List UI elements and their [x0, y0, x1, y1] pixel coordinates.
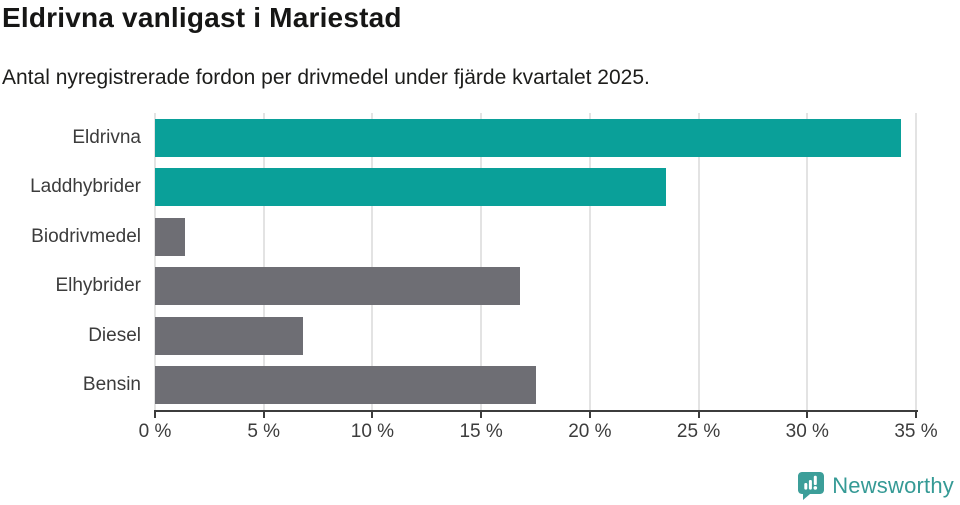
axis-tick: [480, 412, 483, 418]
category-label: Bensin: [82, 374, 141, 396]
newsworthy-logo-text: Newsworthy: [832, 473, 954, 498]
gridline: [262, 113, 265, 410]
axis-tick-label: 5 %: [247, 421, 281, 442]
axis-tick: [262, 412, 265, 418]
axis-tick: [806, 412, 809, 418]
category-label: Eldrivna: [72, 126, 141, 148]
newsworthy-logo: Newsworthy: [797, 471, 954, 501]
category-label: Laddhybrider: [30, 176, 141, 198]
gridline: [806, 113, 809, 410]
axis-tick-label: 15 %: [459, 421, 503, 442]
axis-tick: [371, 412, 374, 418]
bar-eldrivna: [155, 118, 901, 157]
chart-title: Eldrivna vanligast i Mariestad: [2, 2, 402, 33]
gridline: [697, 113, 700, 410]
gridline: [480, 113, 483, 410]
x-axis-line: [154, 410, 918, 412]
bar-bensin: [155, 366, 536, 405]
axis-tick-label: 35 %: [894, 421, 938, 442]
axis-tick: [588, 412, 591, 418]
category-label: Diesel: [88, 324, 141, 346]
gridline: [588, 113, 591, 410]
bar-chart-plot-area: [154, 113, 917, 410]
axis-tick: [697, 412, 700, 418]
gridline: [915, 113, 917, 410]
bar-laddhybrider: [155, 168, 666, 207]
category-label: Elhybrider: [55, 275, 141, 297]
chart-subtitle: Antal nyregistrerade fordon per drivmede…: [2, 66, 650, 89]
gridline: [371, 113, 374, 410]
axis-tick-label: 25 %: [676, 421, 721, 442]
category-labels: Eldrivna Laddhybrider Biodrivmedel Elhybrid…: [0, 113, 141, 410]
axis-tick-label: 30 %: [785, 421, 829, 442]
category-label: Biodrivmedel: [31, 225, 141, 247]
newsworthy-speech-bubble-chart-icon: [798, 472, 825, 500]
axis-tick: [154, 412, 156, 418]
axis-tick-label: 10 %: [350, 421, 395, 442]
axis-tick-label: 20 %: [568, 421, 612, 442]
axis-tick-label: 0 %: [138, 421, 172, 442]
axis-tick: [915, 412, 917, 418]
bar-elhybrider: [155, 267, 521, 306]
bar-diesel: [155, 316, 303, 355]
gridline: [154, 113, 156, 410]
bar-biodrivmedel: [155, 217, 186, 256]
